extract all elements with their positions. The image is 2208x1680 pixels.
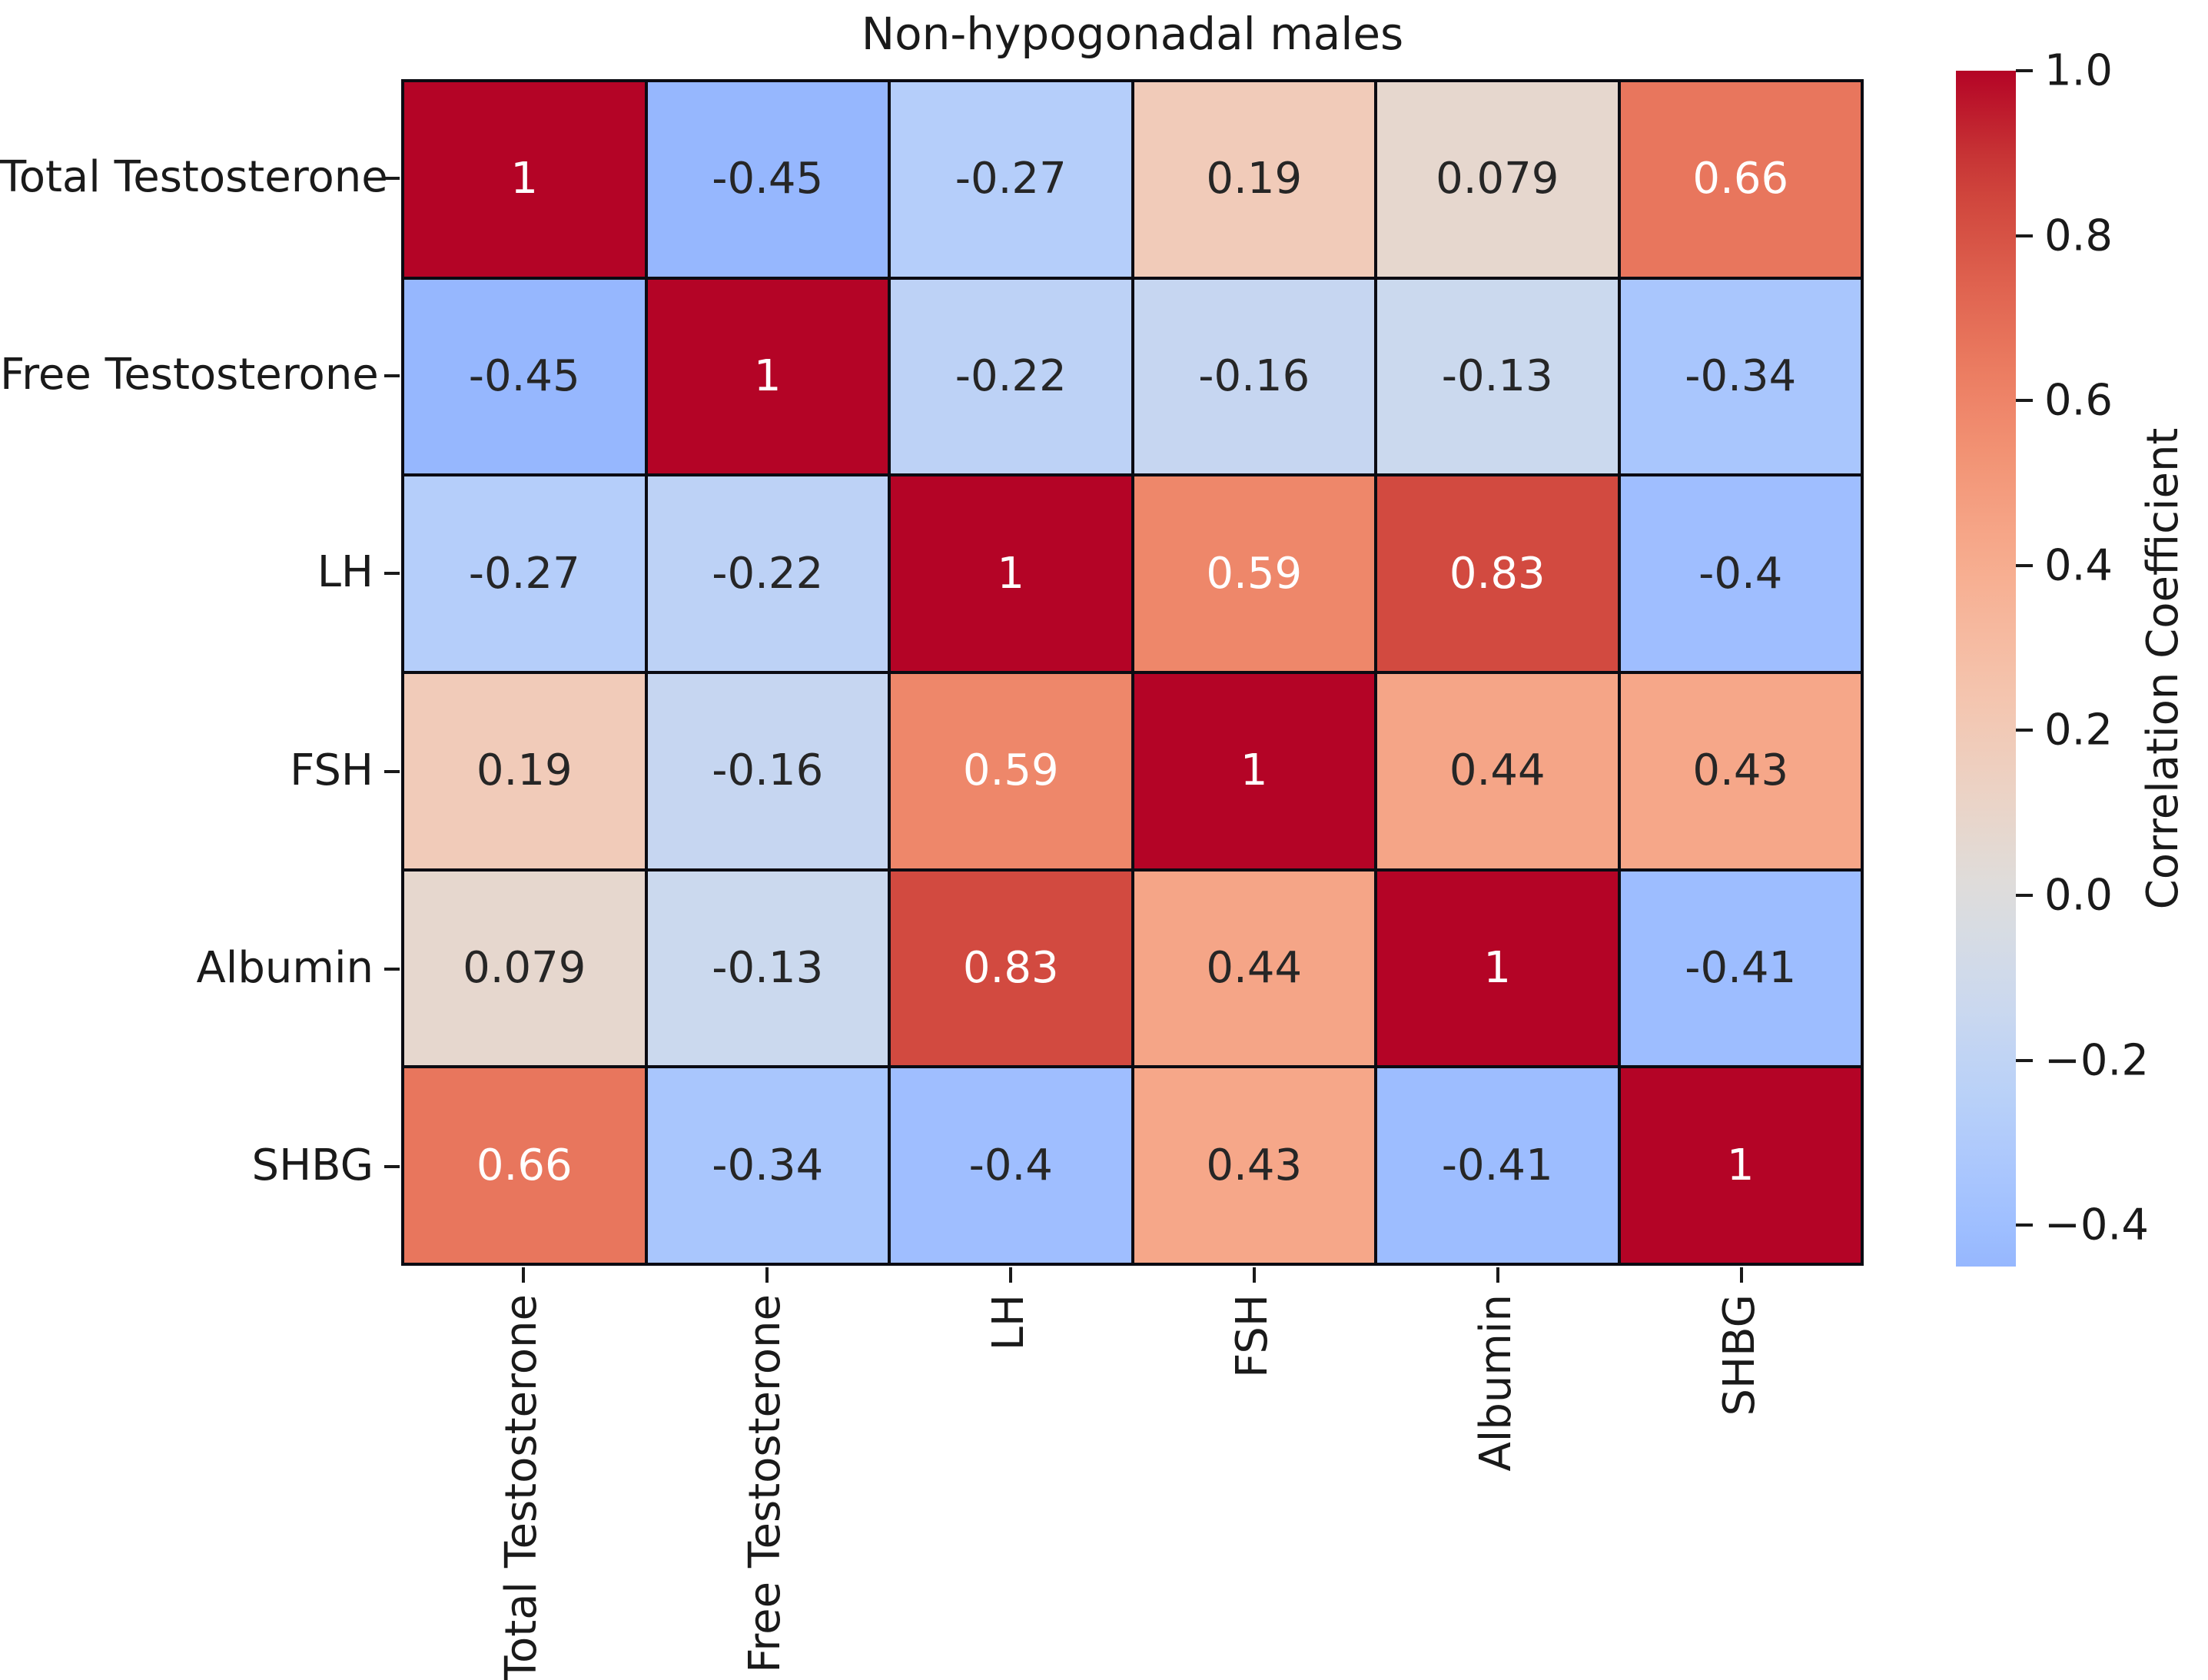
heatmap-cell: -0.45: [403, 277, 646, 476]
colorbar-tick-label: 0.6: [2044, 375, 2113, 426]
heatmap-cell: 0.66: [403, 1067, 646, 1264]
heatmap-cell: -0.45: [646, 81, 889, 278]
heatmap-cell: -0.13: [1376, 277, 1619, 476]
colorbar-tick-mark: [2016, 729, 2033, 732]
y-axis-tick-label: Total Testosterone: [0, 151, 388, 202]
y-axis-tick-label: LH: [317, 547, 374, 598]
heatmap-cell: 1: [889, 475, 1133, 672]
colorbar-gradient: [1956, 71, 2016, 1267]
y-axis-tick-mark: [384, 176, 400, 180]
heatmap-cell: 0.66: [1619, 81, 1862, 278]
colorbar-tick-label: 1.0: [2044, 45, 2113, 96]
colorbar-tick-mark: [2016, 563, 2033, 567]
heatmap-cell: -0.16: [646, 672, 889, 870]
heatmap-cell: 1: [403, 81, 646, 278]
heatmap-cell: 0.59: [1132, 475, 1376, 672]
heatmap-cell: 0.19: [1132, 81, 1376, 278]
x-axis-tick-label: FSH: [1227, 1294, 1278, 1378]
y-axis-tick-mark: [384, 769, 400, 773]
colorbar-tick-mark: [2016, 894, 2033, 898]
colorbar-tick-mark: [2016, 234, 2033, 237]
heatmap-cell: -0.4: [1619, 475, 1862, 672]
heatmap-cell: 0.079: [403, 869, 646, 1067]
chart-title: Non-hypogonadal males: [861, 8, 1404, 60]
y-axis-tick-mark: [384, 1165, 400, 1169]
heatmap-cell: -0.34: [646, 1067, 889, 1264]
colorbar: [1956, 71, 2016, 1267]
heatmap-cell: -0.16: [1132, 277, 1376, 476]
heatmap-grid: 1 -0.45 -0.27 0.19 0.079 0.66 -0.45 1 -0.22 -0.16…: [401, 79, 1864, 1266]
heatmap-cell: 1: [646, 277, 889, 476]
y-axis-tick-label: FSH: [290, 745, 374, 795]
y-axis-tick-label: SHBG: [251, 1140, 374, 1191]
heatmap-cell: 1: [1619, 1067, 1862, 1264]
x-axis-tick-label: LH: [983, 1294, 1034, 1351]
x-axis-tick-label: Free Testosterone: [739, 1294, 790, 1673]
colorbar-axis-label: Correlation Coefficient: [2138, 427, 2188, 910]
x-axis-tick-label: Total Testosterone: [496, 1294, 546, 1680]
heatmap-cell: 0.83: [1376, 475, 1619, 672]
colorbar-tick-label: 0.2: [2044, 705, 2113, 755]
y-axis-tick-mark: [384, 572, 400, 576]
heatmap-cell: -0.34: [1619, 277, 1862, 476]
colorbar-tick-mark: [2016, 399, 2033, 403]
x-axis-tick-mark: [1253, 1267, 1257, 1283]
heatmap-cell: -0.27: [403, 475, 646, 672]
colorbar-tick-label: −0.2: [2044, 1035, 2149, 1086]
heatmap-cell: 0.83: [889, 869, 1133, 1067]
x-axis-tick-mark: [521, 1267, 525, 1283]
heatmap-cell: 0.079: [1376, 81, 1619, 278]
colorbar-tick-label: 0.8: [2044, 211, 2113, 261]
x-axis-tick-label: Albumin: [1471, 1294, 1522, 1472]
heatmap-cell: 0.44: [1132, 869, 1376, 1067]
heatmap-cell: -0.41: [1619, 869, 1862, 1067]
heatmap-cell: -0.13: [646, 869, 889, 1067]
heatmap-cell: -0.27: [889, 81, 1133, 278]
x-axis-tick-mark: [765, 1267, 769, 1283]
heatmap-cell: 0.19: [403, 672, 646, 870]
x-axis-tick-label: SHBG: [1715, 1294, 1765, 1416]
y-axis-tick-mark: [384, 968, 400, 971]
heatmap-cell: 1: [1132, 672, 1376, 870]
x-axis-tick-mark: [1008, 1267, 1012, 1283]
heatmap-cell: -0.22: [889, 277, 1133, 476]
heatmap-cell: -0.41: [1376, 1067, 1619, 1264]
colorbar-tick-mark: [2016, 69, 2033, 72]
heatmap-cell: 0.43: [1132, 1067, 1376, 1264]
x-axis-tick-mark: [1740, 1267, 1744, 1283]
heatmap-cell: -0.4: [889, 1067, 1133, 1264]
colorbar-tick-label: 0.0: [2044, 870, 2113, 921]
x-axis-tick-mark: [1496, 1267, 1500, 1283]
y-axis-tick-label: Albumin: [196, 943, 374, 994]
colorbar-tick-label: −0.4: [2044, 1200, 2149, 1250]
heatmap-cell: -0.22: [646, 475, 889, 672]
heatmap-cell: 0.43: [1619, 672, 1862, 870]
y-axis-tick-mark: [384, 374, 400, 377]
colorbar-tick-mark: [2016, 1058, 2033, 1062]
colorbar-tick-label: 0.4: [2044, 540, 2113, 591]
heatmap-cell: 0.59: [889, 672, 1133, 870]
heatmap-cell: 0.44: [1376, 672, 1619, 870]
heatmap-cell: 1: [1376, 869, 1619, 1067]
colorbar-tick-mark: [2016, 1223, 2033, 1227]
y-axis-tick-label: Free Testosterone: [0, 350, 379, 400]
